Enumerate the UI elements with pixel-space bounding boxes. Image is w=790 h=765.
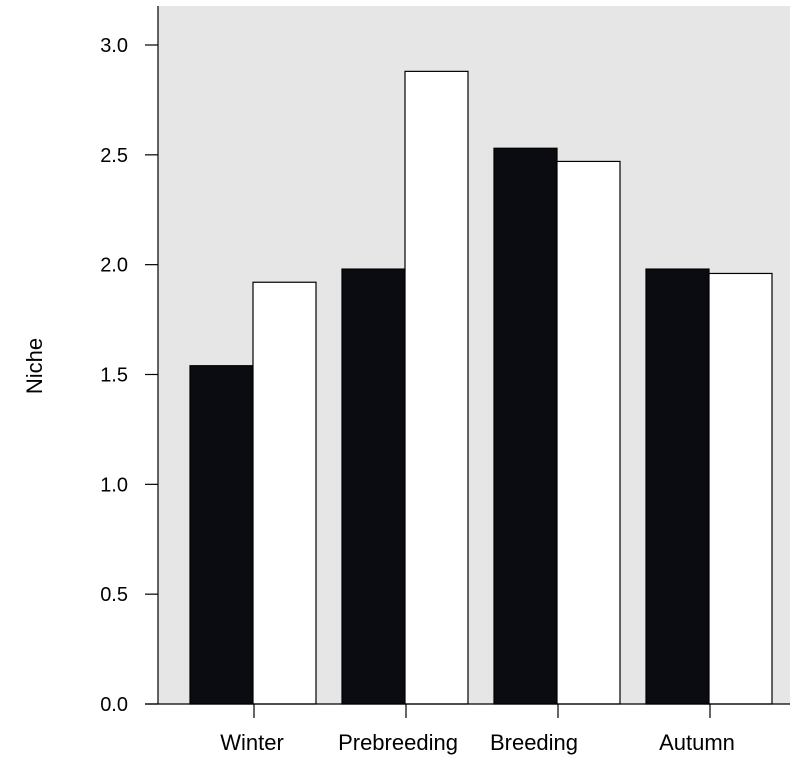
bars [189, 70, 773, 705]
bar-winter-series-2 [252, 281, 317, 705]
bar-autumn-series-2 [708, 272, 773, 705]
y-tick-label: 1.5 [100, 365, 128, 387]
x-tick-label-prebreeding: Prebreeding [338, 730, 458, 755]
x-tick-label-breeding: Breeding [490, 730, 578, 755]
y-tick-label: 0.5 [100, 584, 128, 606]
y-tick-label: 3.0 [100, 35, 128, 57]
x-tick-label-autumn: Autumn [659, 730, 735, 755]
y-tick-label: 0.0 [100, 694, 128, 716]
y-axis: 0.0 0.5 1.0 1.5 2.0 2.5 3.0 [100, 35, 158, 716]
bar-breeding-series-2 [556, 160, 621, 705]
y-tick-label: 2.5 [100, 145, 128, 167]
y-tick-label: 2.0 [100, 255, 128, 277]
y-tick-label: 1.0 [100, 474, 128, 496]
bar-winter-series-1 [189, 365, 254, 705]
bar-breeding-series-1 [493, 147, 558, 705]
bar-prebreeding-series-2 [404, 70, 469, 705]
x-tick-label-winter: Winter [220, 730, 284, 755]
x-axis: Winter Prebreeding Breeding Autumn [220, 704, 735, 755]
y-axis-label: Niche [22, 338, 47, 394]
bar-autumn-series-1 [645, 268, 710, 705]
bar-prebreeding-series-1 [341, 268, 406, 705]
